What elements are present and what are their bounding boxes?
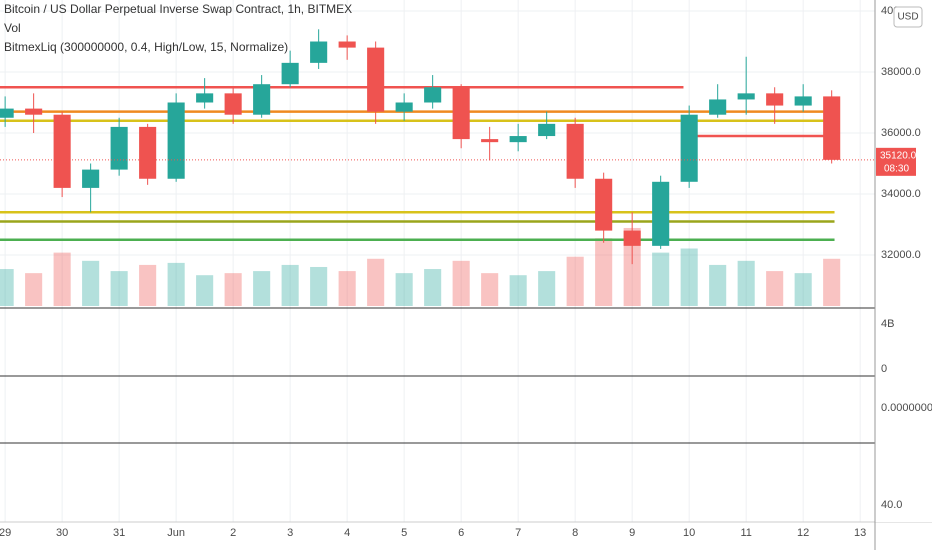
volume-bar [452,260,470,306]
candle-body [224,93,242,115]
last-price-box [876,147,916,176]
pane-label: 40.0 [881,499,902,511]
candle-body [794,96,812,106]
x-tick-label: 13 [854,527,866,539]
volume-bar [224,273,242,306]
indicator-label: BitmexLiq (300000000, 0.4, High/Low, 15,… [4,40,288,54]
candle-body [481,139,499,143]
volume-bar [737,260,755,306]
y-tick-label: 34000.0 [881,188,921,200]
volume-bar [395,273,413,306]
x-tick-label: 30 [56,527,68,539]
volume-bar [53,252,71,306]
candle-body [395,102,413,112]
x-tick-label: 11 [740,527,751,539]
pane-label: 0 [881,363,887,375]
candle-body [452,87,470,140]
x-tick-label: 12 [797,527,809,539]
candle-body [25,108,43,115]
volume-bar [538,271,556,306]
x-tick-label: 7 [515,527,521,539]
volume-bar [709,264,727,306]
candle-body [566,123,584,179]
candle-body [709,99,727,115]
candle-body [680,114,698,182]
volume-bar [823,258,841,306]
candle-body [110,126,128,170]
x-tick-label: 4 [344,527,350,539]
volume-bar [680,248,698,306]
candle-body [338,41,356,48]
candle-body [253,84,271,115]
currency-button[interactable] [893,6,923,28]
volume-bar [82,260,100,306]
candle-body [623,230,641,246]
volume-bar [167,262,185,306]
countdown: 08:30 [884,163,909,174]
volume-bar [196,275,214,306]
x-tick-label: 10 [683,527,695,539]
currency[interactable]: USD [897,12,918,23]
x-tick-label: 5 [401,527,407,539]
volume-bar [766,271,784,306]
y-tick-label: 38000.0 [881,66,921,78]
plot [0,29,875,306]
volume-bar [424,269,442,306]
volume-bar [566,256,584,306]
y-tick-label: 36000.0 [881,127,921,139]
candle-body [0,108,14,118]
x-tick-label: 3 [287,527,293,539]
volume-bar [509,275,527,306]
x-tick-label: 2 [230,527,236,539]
candle-body [509,136,527,143]
volume-bar [310,266,328,306]
candle-body [139,126,157,179]
volume-bar [0,269,14,306]
candle-body [823,96,841,160]
candle-body [595,178,613,231]
candle-body [310,41,328,63]
x-tick-label: 6 [458,527,464,539]
indicator-label: Vol [4,21,21,35]
volume-bar [25,273,43,306]
volume-bar [139,264,157,306]
volume-bar [794,273,812,306]
x-tick-label: Jun [167,527,185,539]
volume-bar [481,273,499,306]
candle-body [82,169,100,188]
volume-bar [110,271,128,306]
candle-body [652,181,670,246]
candle-body [367,47,385,112]
candle-body [167,102,185,179]
volume-bar [595,238,613,306]
volume-bar [367,258,385,306]
x-tick-label: 8 [572,527,578,539]
price-axis [875,0,932,522]
candle-body [737,93,755,100]
x-tick-label: 29 [0,527,11,539]
x-tick-label: 9 [629,527,635,539]
volume-bar [281,264,299,306]
candle-body [196,93,214,103]
chart-title: Bitcoin / US Dollar Perpetual Inverse Sw… [4,2,352,16]
pane-label: 0.00000000 [881,402,932,414]
candle-body [281,62,299,85]
candle-body [53,114,71,188]
candle-body [538,123,556,137]
volume-bar [338,271,356,306]
volume-bar [253,271,271,306]
candle-body [766,93,784,106]
candle-body [424,87,442,103]
last-price-label: 35120.0 [880,150,917,161]
y-tick-label: 32000.0 [881,249,921,261]
pane-label: 4B [881,318,894,330]
x-tick-label: 31 [113,527,125,539]
volume-bar [652,252,670,306]
volume-bar [623,227,641,306]
